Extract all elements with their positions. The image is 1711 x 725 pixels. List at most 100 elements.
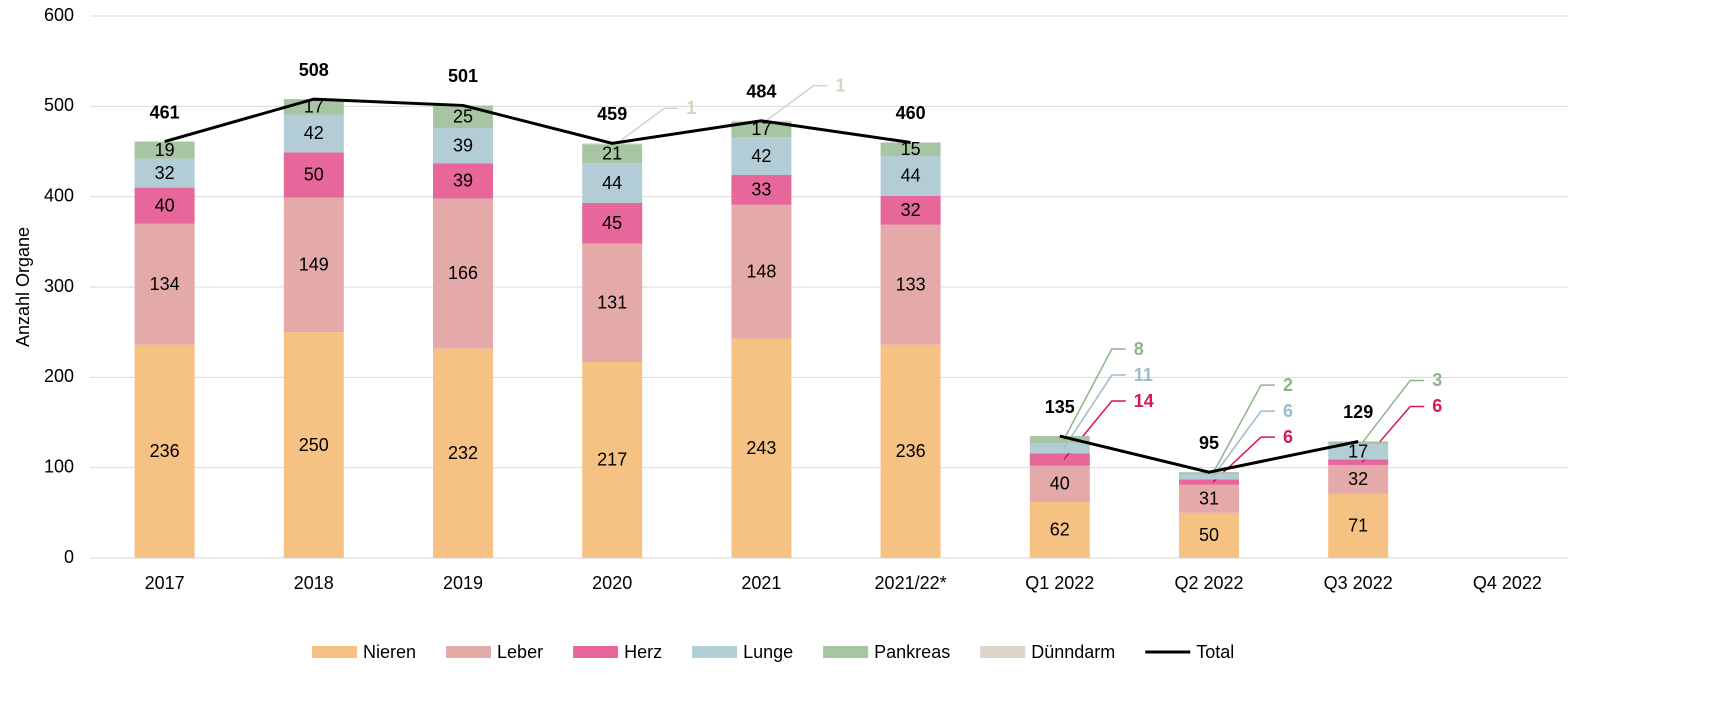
data-label: 31 [1199,489,1219,509]
leader-line [1063,374,1126,449]
data-label: 217 [597,450,627,470]
data-label: 131 [597,293,627,313]
y-tick-label: 600 [44,5,74,25]
legend-label: Lunge [743,642,793,662]
bar-segment [731,137,792,175]
data-label: 2 [1283,375,1293,395]
bar-segment [1179,479,1239,485]
bar-segment [134,344,195,558]
bar-segment [731,174,792,205]
data-label: 236 [896,441,926,461]
bar-segment [1029,443,1090,454]
data-label: 62 [1050,520,1070,540]
total-label: 459 [597,104,627,124]
legend-swatch [823,646,869,658]
leader-line [1212,410,1275,478]
data-label: 1 [686,98,696,118]
total-label: 501 [448,66,478,86]
x-tick-label: 2021/22* [875,573,947,593]
data-label: 6 [1283,427,1293,447]
data-label: 42 [304,123,324,143]
leader-line [1361,379,1425,444]
data-label: 40 [155,195,175,215]
bar-segment [582,243,643,362]
total-label: 135 [1045,397,1075,417]
bar-segment [880,195,941,225]
x-tick-label: Q2 2022 [1174,573,1243,593]
x-tick-label: Q4 2022 [1473,573,1542,593]
bar-segment [134,158,195,188]
bar-segment [1029,436,1090,444]
leader-line [764,85,828,122]
leader-line [1063,348,1126,441]
x-tick-label: 2020 [592,573,632,593]
legend-swatch [446,646,492,658]
legend-swatch [692,646,738,658]
bar-segment [1179,512,1239,558]
bar-segment [134,141,195,159]
bar-segment [880,156,941,196]
bar-segment [134,187,195,224]
bar-segment [1328,464,1389,494]
data-label: 232 [448,443,478,463]
total-line [1059,434,1359,474]
bar-segment [582,144,643,164]
y-axis-title: Anzahl Organe [13,227,33,347]
bar-segment [731,338,792,558]
data-label: 71 [1348,516,1368,536]
data-label: 8 [1134,339,1144,359]
bar-segment [880,344,941,558]
data-label: 44 [602,173,622,193]
data-label: 17 [1348,442,1368,462]
leader-line [1212,384,1275,474]
data-label: 25 [453,106,473,126]
bar-segment [731,121,792,138]
data-label: 50 [304,165,324,185]
bar-segment [433,105,493,129]
y-tick-label: 300 [44,276,74,296]
x-tick-label: 2017 [145,573,185,593]
bar-segment [731,204,792,339]
bar-segment [582,361,643,558]
x-tick-label: Q3 2022 [1324,573,1393,593]
bar-segment [1328,444,1389,460]
legend-label: Dünndarm [1031,642,1115,662]
legend-label: Pankreas [874,642,950,662]
y-tick-label: 400 [44,185,74,205]
data-label: 250 [299,435,329,455]
bar-segment [1328,459,1389,465]
data-label: 32 [1348,469,1368,489]
total-label: 508 [299,60,329,80]
data-label: 149 [299,255,329,275]
data-label: 3 [1432,370,1442,390]
y-tick-label: 500 [44,95,74,115]
total-label: 484 [746,82,776,102]
x-tick-label: 2018 [294,573,334,593]
data-label: 14 [1134,391,1154,411]
data-label: 166 [448,263,478,283]
bar-segment [283,332,344,558]
bar-segment [582,202,643,244]
data-label: 6 [1283,401,1293,421]
data-label: 33 [751,180,771,200]
data-label: 19 [155,140,175,160]
data-label: 39 [453,171,473,191]
data-label: 236 [150,441,180,461]
bar-segment [283,197,344,333]
total-label: 95 [1199,433,1219,453]
y-tick-label: 0 [64,547,74,567]
data-label: 42 [751,146,771,166]
total-line [164,97,911,145]
x-tick-label: Q1 2022 [1025,573,1094,593]
data-label: 15 [901,139,921,159]
bar-segment [1179,484,1239,513]
data-label: 6 [1432,396,1442,416]
bar-segment [582,163,643,203]
data-label: 148 [746,261,776,281]
bar-segment [134,223,195,345]
legend-swatch [312,646,357,658]
bar-segment [433,128,493,164]
bar-segment [1029,453,1090,466]
total-label: 129 [1343,402,1373,422]
y-tick-label: 200 [44,366,74,386]
